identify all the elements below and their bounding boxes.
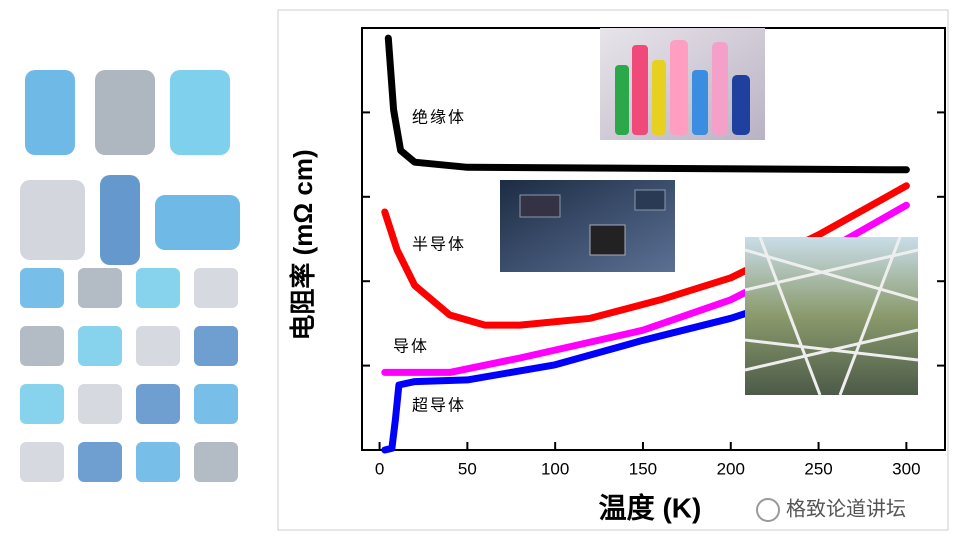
photo-circuit — [500, 180, 675, 272]
icon — [78, 326, 122, 366]
icon — [20, 268, 64, 308]
icon — [20, 442, 64, 482]
icon — [20, 384, 64, 424]
y-axis-label: 电阻率 (mΩ cm) — [288, 149, 318, 340]
icon — [170, 70, 230, 155]
icon — [78, 268, 122, 308]
x-tick-label: 0 — [375, 459, 384, 478]
watermark: 格致论道讲坛 — [786, 497, 906, 520]
icon — [136, 442, 180, 482]
icon — [194, 326, 238, 366]
watermark-icon — [756, 498, 780, 522]
icon — [136, 326, 180, 366]
x-tick-label: 200 — [717, 459, 745, 478]
appliance-icons — [20, 70, 240, 482]
icon — [78, 384, 122, 424]
icon — [95, 70, 155, 155]
x-axis-label: 温度 (K) — [599, 492, 702, 523]
icon — [194, 384, 238, 424]
icon — [100, 175, 140, 265]
photo-stadium — [744, 236, 919, 396]
icon — [20, 326, 64, 366]
icon — [25, 70, 75, 155]
series-label: 半导体 — [412, 235, 466, 254]
icon — [78, 442, 122, 482]
x-tick-label: 50 — [458, 459, 477, 478]
series-label: 导体 — [393, 337, 429, 356]
series-label: 绝缘体 — [412, 108, 466, 127]
x-tick-label: 100 — [541, 459, 569, 478]
x-tick-label: 300 — [892, 459, 920, 478]
icon — [155, 195, 240, 250]
series-line — [384, 34, 910, 174]
icon — [194, 442, 238, 482]
series-label: 超导体 — [412, 396, 466, 415]
photo-bottles — [600, 28, 765, 140]
icon — [194, 268, 238, 308]
icon — [20, 180, 85, 260]
icon — [136, 384, 180, 424]
icon — [136, 268, 180, 308]
x-tick-label: 150 — [629, 459, 657, 478]
x-tick-label: 250 — [804, 459, 832, 478]
